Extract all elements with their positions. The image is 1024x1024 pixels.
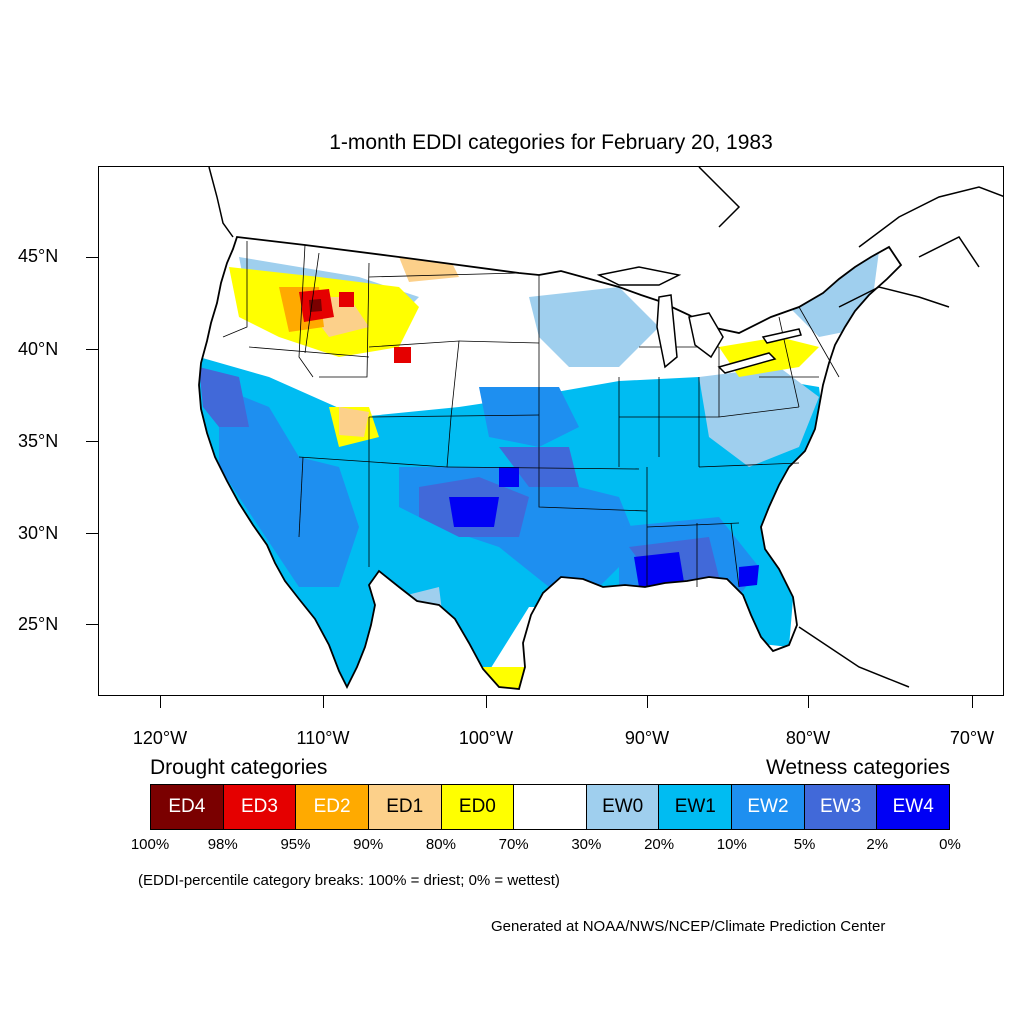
legend-cell-ew4: EW4 — [877, 785, 950, 829]
lon-tick — [647, 696, 648, 708]
lat-label-45n: 45°N — [18, 246, 59, 266]
lat-tick — [86, 624, 98, 625]
percentile-label: 0% — [939, 836, 961, 853]
eddi-map — [98, 166, 1004, 696]
percentile-label: 70% — [498, 836, 529, 853]
lat-label-35n: 35°N — [18, 431, 59, 451]
percentile-label: 5% — [793, 836, 816, 853]
lon-tick — [808, 696, 809, 708]
legend-cell-ed3: ED3 — [223, 785, 297, 829]
wetness-categories-heading: Wetness categories — [765, 756, 950, 779]
credit-line: Generated at NOAA/NWS/NCEP/Climate Predi… — [491, 918, 886, 935]
lat-label-40n: 40°N — [18, 339, 59, 359]
legend-cell-ed0: ED0 — [441, 785, 515, 829]
drought-categories-heading: Drought categories — [150, 756, 328, 779]
lon-label-110w: 110°W — [296, 728, 350, 748]
lon-label-90w: 90°W — [624, 728, 670, 748]
category-note: (EDDI-percentile category breaks: 100% =… — [138, 872, 560, 889]
lat-tick — [86, 533, 98, 534]
percentile-label: 90% — [353, 836, 384, 853]
category-legend: ED4 ED3 ED2 ED1 ED0 EW0 EW1 EW2 EW3 EW4 — [150, 784, 950, 830]
legend-cell-ew0: EW0 — [586, 785, 660, 829]
map-title: 1-month EDDI categories for February 20,… — [329, 131, 773, 154]
map-svg — [198, 167, 1003, 690]
legend-cell-ed2: ED2 — [296, 785, 369, 829]
legend-cell-ed1: ED1 — [368, 785, 442, 829]
percentile-label: 100% — [130, 836, 170, 853]
legend-cell-ed4: ED4 — [151, 785, 224, 829]
percentile-label: 95% — [280, 836, 311, 853]
lon-tick — [160, 696, 161, 708]
lat-tick — [86, 349, 98, 350]
lat-label-30n: 30°N — [18, 523, 59, 543]
lat-tick — [86, 441, 98, 442]
lon-label-70w: 70°W — [949, 728, 995, 748]
lon-tick — [972, 696, 973, 708]
lon-label-80w: 80°W — [785, 728, 831, 748]
lat-tick — [86, 257, 98, 258]
legend-cell-ew1: EW1 — [659, 785, 733, 829]
percentile-label: 2% — [866, 836, 889, 853]
lat-label-25n: 25°N — [18, 614, 59, 634]
percentile-label: 98% — [207, 836, 238, 853]
percentile-label: 20% — [644, 836, 675, 853]
lon-tick — [486, 696, 487, 708]
lon-label-120w: 120°W — [132, 728, 188, 748]
percentile-label: 30% — [571, 836, 602, 853]
legend-cell-ew3: EW3 — [804, 785, 878, 829]
lon-label-100w: 100°W — [458, 728, 514, 748]
percentile-label: 10% — [716, 836, 747, 853]
legend-cell-ew2: EW2 — [732, 785, 805, 829]
legend-cell-neutral — [514, 785, 587, 829]
percentile-label: 80% — [425, 836, 456, 853]
lon-tick — [323, 696, 324, 708]
